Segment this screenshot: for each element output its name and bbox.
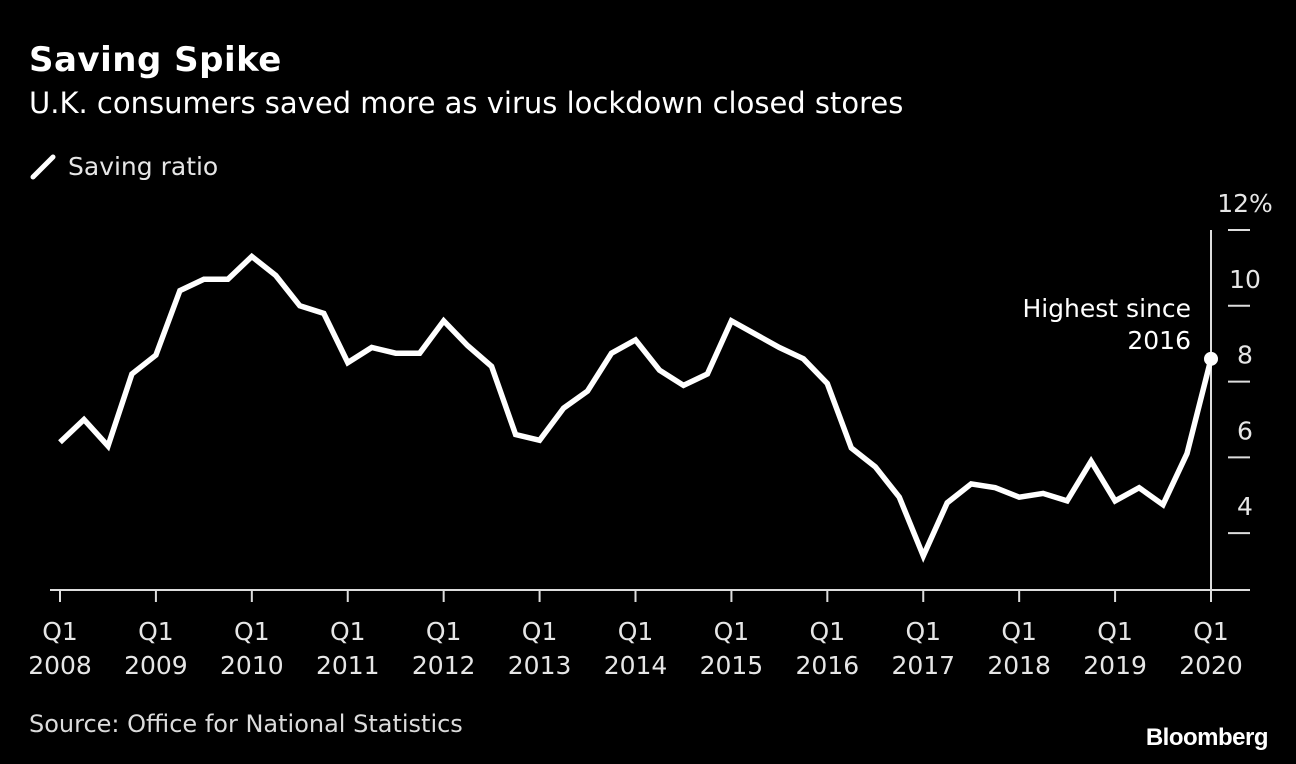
x-tick-label: 2014 xyxy=(604,651,668,680)
x-tick-label: Q1 xyxy=(522,617,558,646)
x-tick-label: Q1 xyxy=(138,617,174,646)
x-tick-label: 2012 xyxy=(412,651,476,680)
x-tick-label: Q1 xyxy=(1193,617,1229,646)
series-line-saving-ratio xyxy=(58,252,1214,563)
x-tick-label: Q1 xyxy=(1097,617,1133,646)
x-tick-label: Q1 xyxy=(42,617,78,646)
legend-line-icon xyxy=(30,154,56,179)
y-tick-label: 6 xyxy=(1237,416,1253,445)
annotation-text: 2016 xyxy=(1127,326,1191,355)
x-tick-label: 2020 xyxy=(1179,651,1243,680)
x-tick-label: Q1 xyxy=(905,617,941,646)
x-tick-label: Q1 xyxy=(426,617,462,646)
x-tick-label: 2013 xyxy=(508,651,572,680)
annotation-text: Highest since xyxy=(1022,294,1191,323)
y-tick-label: 4 xyxy=(1237,492,1253,521)
x-tick-label: Q1 xyxy=(234,617,270,646)
legend-label: Saving ratio xyxy=(68,152,219,181)
x-tick-label: 2011 xyxy=(316,651,380,680)
x-tick-label: 2016 xyxy=(796,651,860,680)
x-tick-label: 2017 xyxy=(891,651,955,680)
x-tick-label: Q1 xyxy=(1001,617,1037,646)
x-tick-label: 2019 xyxy=(1083,651,1147,680)
x-tick-label: 2015 xyxy=(700,651,764,680)
brand-logo: Bloomberg xyxy=(1145,724,1269,751)
y-tick-label: 8 xyxy=(1237,341,1253,370)
x-tick-label: Q1 xyxy=(618,617,654,646)
chart-subtitle: U.K. consumers saved more as virus lockd… xyxy=(29,86,904,120)
x-tick-label: Q1 xyxy=(330,617,366,646)
legend: Saving ratio xyxy=(30,152,218,181)
chart-title: Saving Spike xyxy=(29,40,282,80)
annotation-marker xyxy=(1204,351,1218,366)
x-tick-label: 2010 xyxy=(220,651,284,680)
y-tick-label: 12% xyxy=(1217,189,1273,218)
x-tick-label: 2018 xyxy=(987,651,1051,680)
y-tick-label: 10 xyxy=(1229,265,1261,294)
x-tick-label: 2009 xyxy=(124,651,188,680)
source-note: Source: Office for National Statistics xyxy=(29,710,463,738)
x-tick-label: Q1 xyxy=(810,617,846,646)
x-tick-label: 2008 xyxy=(28,651,92,680)
x-tick-label: Q1 xyxy=(714,617,750,646)
